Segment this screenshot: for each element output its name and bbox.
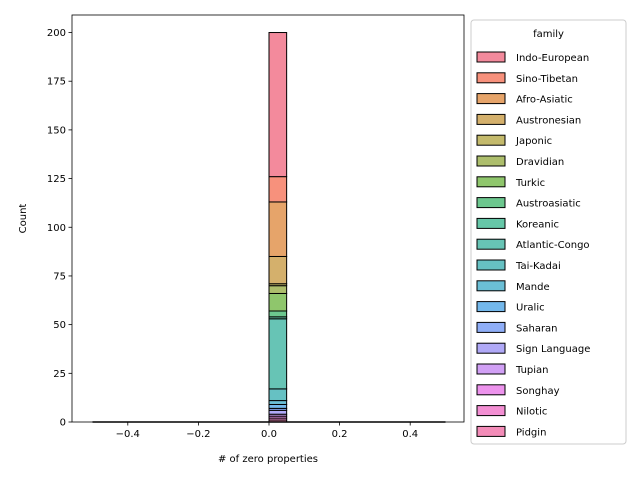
x-tick-label: −0.4 (116, 429, 140, 440)
legend: family Indo-European Sino-Tibetan Afro-Asi… (470, 19, 627, 445)
bar-segment-turkic (268, 292, 288, 312)
legend-swatch-afro-asiatic (476, 93, 506, 105)
legend-items: Indo-European Sino-Tibetan Afro-Asiatic Aus… (476, 51, 590, 438)
legend-label-indo-european: Indo-European (516, 53, 589, 64)
legend-label-uralic: Uralic (516, 303, 545, 314)
legend-swatch-songhay (476, 384, 506, 396)
y-axis-label: Count (18, 204, 29, 234)
bar-segment-indo-european (268, 32, 288, 178)
y-tick-label: 150 (47, 125, 66, 136)
legend-label-sino-tibetan: Sino-Tibetan (516, 74, 578, 85)
legend-label-austroasiatic: Austroasiatic (516, 199, 581, 210)
bar-segment-sign-language (268, 409, 288, 415)
legend-swatch-saharan (476, 321, 506, 333)
x-tick-label: 0.2 (332, 429, 348, 440)
y-axis: 0 25 50 75 100 125 150 175 200 (47, 28, 72, 429)
bars-layer (92, 32, 446, 423)
bar-segment-afro-asiatic (268, 201, 288, 257)
legend-swatch-atlantic-congo (476, 238, 506, 250)
legend-swatch-pidgin (476, 425, 506, 437)
legend-label-koreanic: Koreanic (516, 219, 559, 230)
y-tick-label: 100 (47, 223, 66, 234)
bar-segment-dravidian (268, 285, 288, 294)
legend-label-tupian: Tupian (515, 365, 549, 376)
legend-title: family (533, 29, 564, 40)
legend-label-saharan: Saharan (516, 323, 558, 334)
legend-swatch-uralic (476, 301, 506, 313)
bar-segment-uralic (268, 403, 288, 409)
legend-label-mande: Mande (516, 282, 550, 293)
x-tick-label: 0.4 (402, 429, 418, 440)
legend-swatch-nilotic (476, 405, 506, 417)
legend-label-turkic: Turkic (515, 178, 545, 189)
legend-label-austronesian: Austronesian (516, 115, 581, 126)
bar-segment-sino-tibetan (268, 176, 288, 203)
legend-swatch-austronesian (476, 113, 506, 125)
bar-segment-austroasiatic (268, 310, 288, 318)
y-tick-label: 0 (60, 418, 66, 429)
y-tick-label: 200 (47, 28, 66, 39)
x-tick-label: 0.0 (261, 429, 277, 440)
bar-segment-austronesian (268, 255, 288, 285)
x-tick-label: −0.2 (186, 429, 210, 440)
legend-swatch-austroasiatic (476, 197, 506, 209)
legend-label-songhay: Songhay (516, 386, 560, 397)
x-axis: −0.4 −0.2 0.0 0.2 0.4 (116, 422, 418, 440)
y-tick-label: 175 (47, 77, 66, 88)
y-tick-label: 25 (53, 369, 66, 380)
legend-swatch-tupian (476, 363, 506, 375)
legend-label-sign-language: Sign Language (516, 344, 590, 355)
legend-swatch-mande (476, 280, 506, 292)
bar-segment-tai-kadai (268, 388, 288, 402)
legend-label-dravidian: Dravidian (516, 157, 564, 168)
legend-swatch-indo-european (476, 51, 506, 63)
legend-label-tai-kadai: Tai-Kadai (515, 261, 561, 272)
legend-label-atlantic-congo: Atlantic-Congo (516, 240, 590, 251)
legend-label-japonic: Japonic (515, 136, 552, 147)
plot-frame (71, 14, 465, 423)
y-tick-label: 125 (47, 174, 66, 185)
legend-swatch-japonic (476, 134, 506, 146)
legend-label-pidgin: Pidgin (516, 427, 546, 438)
legend-swatch-turkic (476, 176, 506, 188)
legend-swatch-tai-kadai (476, 259, 506, 271)
legend-box (470, 19, 627, 445)
x-axis-label: # of zero properties (218, 454, 318, 465)
bar-segment-atlantic-congo (268, 318, 288, 390)
legend-label-nilotic: Nilotic (516, 407, 547, 418)
bar-segment-mande (268, 400, 288, 405)
legend-swatch-dravidian (476, 155, 506, 167)
y-tick-label: 75 (53, 271, 66, 282)
legend-swatch-sign-language (476, 342, 506, 354)
legend-swatch-sino-tibetan (476, 72, 506, 84)
y-tick-label: 50 (53, 320, 66, 331)
legend-label-afro-asiatic: Afro-Asiatic (516, 95, 573, 106)
legend-swatch-koreanic (476, 217, 506, 229)
